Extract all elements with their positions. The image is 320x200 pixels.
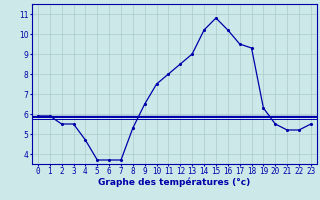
X-axis label: Graphe des températures (°c): Graphe des températures (°c)	[98, 178, 251, 187]
